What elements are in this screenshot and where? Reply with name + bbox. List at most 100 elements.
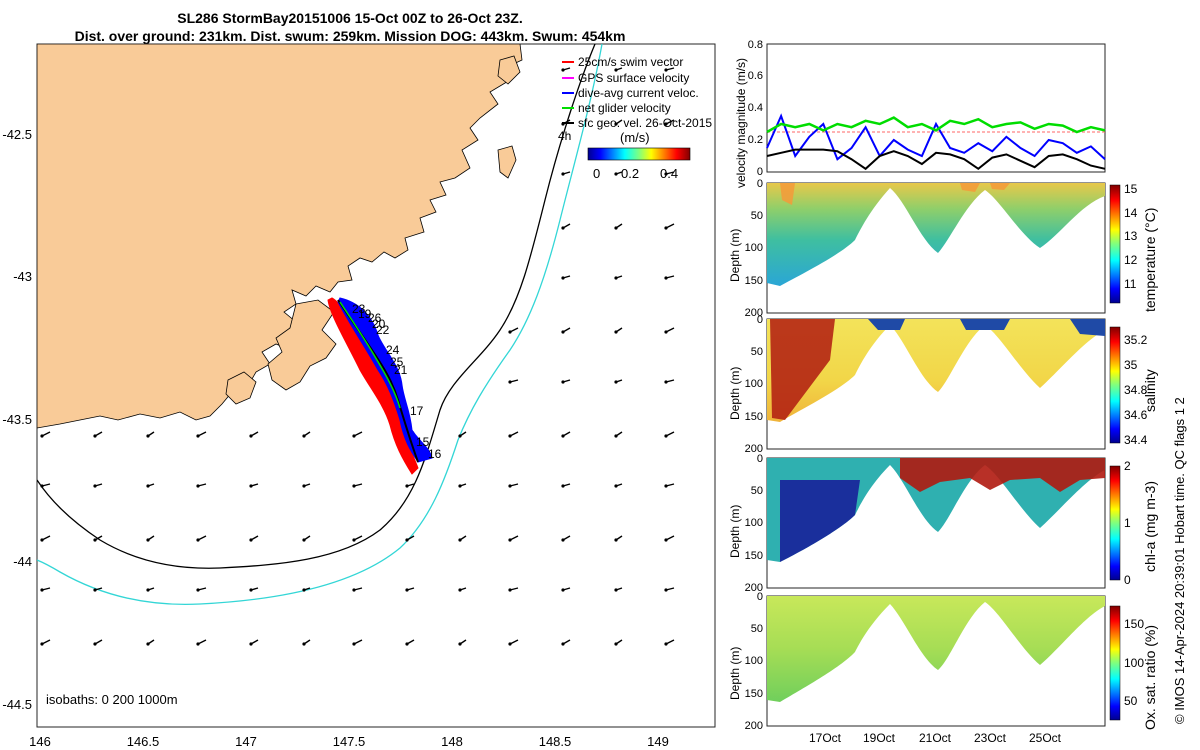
chla-y-tick: 200 <box>745 582 763 594</box>
salinity-high-region <box>770 319 835 420</box>
track-label: 19 <box>358 307 372 321</box>
salinity-field <box>767 319 1105 422</box>
map-panel: 4h 23 19 26 20 22 24 25 21 17 15 16 146 … <box>2 43 716 749</box>
velocity-series-line <box>766 148 1106 171</box>
velocity-arrow-head <box>664 226 668 230</box>
velocity-arrow-head <box>146 642 150 646</box>
velocity-arrow-head <box>614 122 618 126</box>
velocity-arrow-head <box>664 68 668 72</box>
velocity-arrow-head <box>664 172 668 176</box>
velocity-arrow-head <box>508 642 512 646</box>
track-label: 16 <box>428 447 442 461</box>
oxygen-panel: 0 50 100 150 200 17Oct 19Oct 21Oct 23Oct… <box>745 591 1145 745</box>
velocity-arrow-head <box>93 642 97 646</box>
velocity-y-tick: 0.6 <box>748 70 763 82</box>
salinity-y-tick: 200 <box>745 443 763 455</box>
oxygen-x-tick: 23Oct <box>974 731 1007 745</box>
legend-label: sfc geo. vel. 26-Oct-2015 <box>578 116 712 130</box>
legend-label: net glider velocity <box>578 101 671 115</box>
oxygen-x-tick: 17Oct <box>809 731 842 745</box>
velocity-arrow-head <box>249 538 253 542</box>
map-x-tick: 148 <box>441 734 463 749</box>
velocity-series-line <box>766 113 1106 161</box>
velocity-arrow-head <box>614 484 618 488</box>
velocity-arrow-head <box>196 434 200 438</box>
chla-low-region <box>780 480 860 562</box>
velocity-arrow-head <box>196 538 200 542</box>
velocity-arrow-head <box>561 330 565 334</box>
map-x-tick: 146.5 <box>127 734 160 749</box>
velocity-arrow-head <box>664 276 668 280</box>
oxygen-colorbar-ticks: 50 100 150 <box>1124 617 1144 708</box>
colorbar-gradient <box>587 147 691 161</box>
velocity-arrow-head <box>508 588 512 592</box>
velocity-arrow-head <box>508 484 512 488</box>
velocity-arrow-head <box>196 642 200 646</box>
velocity-arrow-head <box>249 434 253 438</box>
velocity-arrow-head <box>352 484 356 488</box>
velocity-y-tick: 0.2 <box>748 134 763 146</box>
velocity-arrow-head <box>664 642 668 646</box>
velocity-arrow-head <box>352 434 356 438</box>
map-x-tick: 148.5 <box>539 734 572 749</box>
velocity-arrow-head <box>302 538 306 542</box>
velocity-arrow-head <box>249 484 253 488</box>
velocity-arrow-head <box>508 330 512 334</box>
velocity-arrow-head <box>614 642 618 646</box>
chla-colorbar <box>1109 465 1121 581</box>
velocity-arrow-head <box>561 226 565 230</box>
salinity-colorbar-ticks: 34.4 34.6 34.8 35 35.2 <box>1124 333 1148 447</box>
velocity-arrow-head <box>405 484 409 488</box>
temperature-ylabel: Depth (m) <box>728 228 742 282</box>
velocity-arrow-head <box>405 588 409 592</box>
velocity-arrow-head <box>561 276 565 280</box>
velocity-arrow-head <box>302 484 306 488</box>
map-y-tick: -43.5 <box>2 412 32 427</box>
imos-credit: © IMOS 14-Apr-2024 20:39:01 Hobart time.… <box>1172 397 1187 724</box>
velocity-arrow-head <box>664 484 668 488</box>
velocity-arrow-head <box>614 588 618 592</box>
velocity-arrow-head <box>352 538 356 542</box>
velocity-arrow-head <box>614 434 618 438</box>
oxygen-colorbar-label: Ox. sat. ratio (%) <box>1142 624 1158 730</box>
velocity-arrow-head <box>664 434 668 438</box>
map-y-axis: -42.5 -43 -43.5 -44 -44.5 <box>2 127 32 712</box>
track-label-group: 4h 23 19 26 20 22 24 25 21 17 15 16 <box>352 129 571 461</box>
track-label: 22 <box>376 323 390 337</box>
velocity-arrow-head <box>196 588 200 592</box>
velocity-arrow-head <box>614 276 618 280</box>
temperature-y-tick: 200 <box>745 307 763 319</box>
velocity-arrow-head <box>614 380 618 384</box>
velocity-arrow-head <box>508 434 512 438</box>
chla-colorbar-ticks: 0 1 2 <box>1124 459 1131 587</box>
velocity-arrow-head <box>40 642 44 646</box>
velocity-arrow-head <box>561 434 565 438</box>
map-x-tick: 146 <box>29 734 51 749</box>
map-y-tick: -44.5 <box>2 697 32 712</box>
chla-cbar-tick: 2 <box>1124 459 1131 473</box>
salinity-cbar-tick: 35 <box>1124 358 1138 372</box>
temperature-y-tick: 50 <box>751 210 763 222</box>
colorbar-tick: 0.2 <box>621 166 639 181</box>
tasman-peninsula <box>267 299 337 391</box>
salinity-cbar-tick: 34.6 <box>1124 408 1148 422</box>
chla-y-tick: 50 <box>751 485 763 497</box>
figure-subtitle: Dist. over ground: 231km. Dist. swum: 25… <box>74 28 626 44</box>
isobath-200m <box>37 44 596 569</box>
track-green <box>339 301 401 409</box>
temperature-field <box>767 183 1105 286</box>
velocity-arrow-head <box>146 434 150 438</box>
temperature-cbar-tick: 13 <box>1124 229 1138 243</box>
oxygen-x-tick: 25Oct <box>1029 731 1062 745</box>
velocity-lines <box>766 113 1106 171</box>
track-label: 4h <box>558 129 571 143</box>
isobaths-label: isobaths: 0 200 1000m <box>46 692 178 707</box>
velocity-arrow-head <box>614 226 618 230</box>
figure-title: SL286 StormBay20151006 15-Oct 00Z to 26-… <box>177 10 523 26</box>
velocity-arrow-head <box>561 588 565 592</box>
chla-ylabel: Depth (m) <box>728 504 742 558</box>
track-label: 21 <box>394 363 408 377</box>
temperature-y-tick: 100 <box>745 242 763 254</box>
velocity-y-axis: 0 0.2 0.4 0.6 0.8 <box>748 39 763 178</box>
velocity-arrow-head <box>561 380 565 384</box>
